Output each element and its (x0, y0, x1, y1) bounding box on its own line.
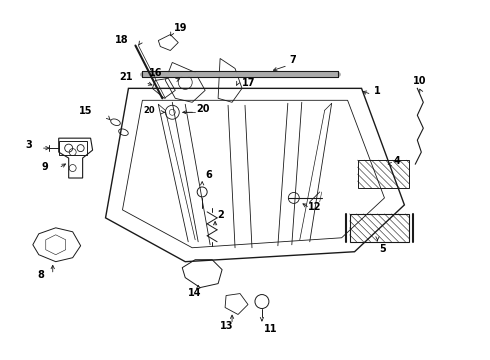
Text: 14: 14 (188, 288, 202, 298)
Text: 7: 7 (290, 55, 296, 66)
Text: 8: 8 (37, 270, 44, 280)
Text: 12: 12 (308, 202, 321, 212)
Text: 9: 9 (41, 162, 48, 172)
Text: 18: 18 (115, 35, 128, 45)
Text: 20: 20 (196, 104, 210, 114)
Text: 16: 16 (149, 68, 162, 78)
Bar (59, 141, 87, 155)
Text: 15: 15 (79, 106, 93, 116)
Text: 3: 3 (25, 140, 32, 150)
Text: 19: 19 (174, 23, 188, 32)
Text: 6: 6 (205, 170, 212, 180)
Text: 17: 17 (242, 78, 255, 88)
Bar (349, 214, 409, 242)
Text: 10: 10 (414, 76, 427, 86)
Text: 21: 21 (119, 72, 132, 82)
Text: 13: 13 (220, 321, 234, 332)
Text: 1: 1 (373, 86, 380, 96)
Text: 2: 2 (217, 210, 224, 220)
Text: 4: 4 (393, 156, 400, 166)
Bar (358, 160, 409, 188)
Text: 11: 11 (264, 324, 277, 334)
Text: 20: 20 (144, 106, 155, 115)
Text: 5: 5 (379, 244, 386, 254)
